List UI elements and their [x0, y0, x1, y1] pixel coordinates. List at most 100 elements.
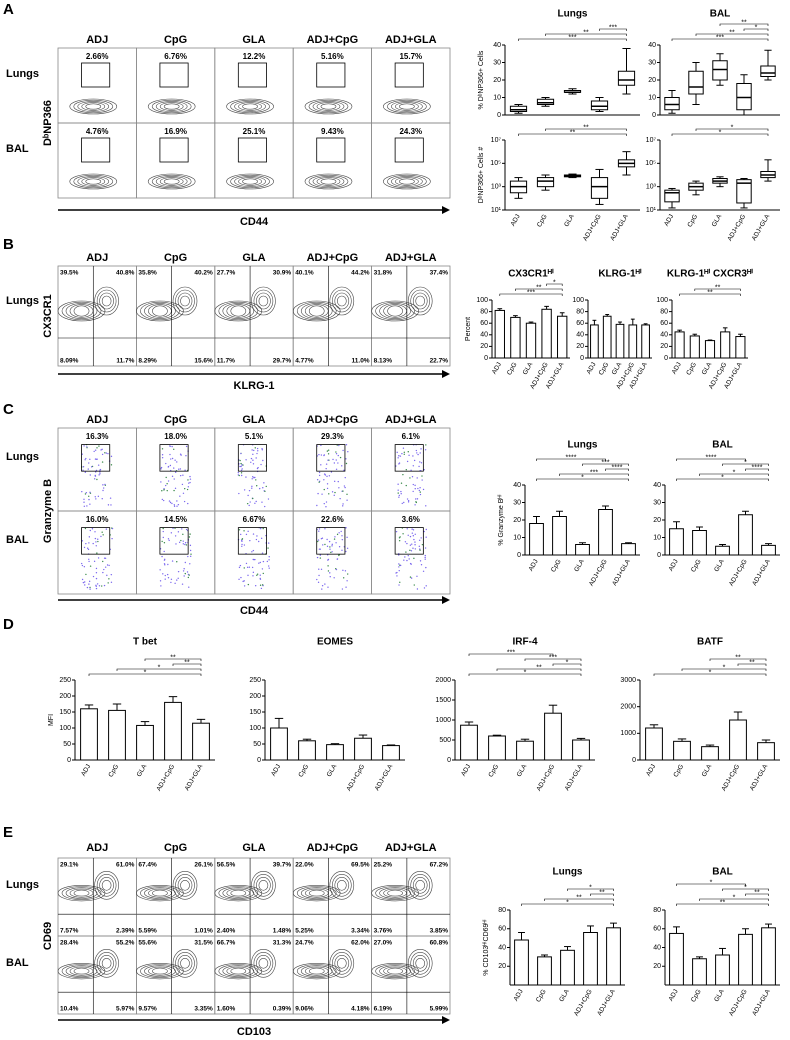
quadrant-percent: 22.7%: [430, 358, 449, 365]
chart-title: EOMES: [317, 637, 353, 648]
significance-label: *: [553, 279, 556, 286]
event-dot: [256, 452, 258, 455]
contour: [65, 887, 98, 899]
y-tick-label: 0: [664, 355, 668, 362]
quadrant-percent: 4.18%: [351, 1006, 370, 1013]
event-dot: [424, 558, 426, 560]
event-dot: [90, 466, 93, 468]
contour: [292, 300, 341, 322]
x-tick-label: ADJ: [671, 361, 683, 375]
quadrant-percent: 6.19%: [374, 1006, 393, 1013]
event-dot: [186, 571, 189, 573]
row-label: BAL: [6, 957, 29, 969]
y-tick-label: 0: [580, 355, 584, 362]
contour: [379, 887, 411, 899]
contour: [61, 886, 102, 900]
event-dot: [88, 560, 90, 563]
bar: [715, 545, 730, 556]
chart-title: T bet: [133, 637, 158, 648]
event-dot: [252, 549, 255, 552]
event-dot: [182, 474, 184, 476]
event-dot: [162, 536, 164, 539]
contour: [329, 870, 355, 900]
bar: [575, 544, 590, 556]
event-dot: [262, 487, 264, 489]
contour: [152, 305, 168, 317]
event-dot: [268, 567, 270, 569]
event-dot: [81, 453, 83, 455]
event-dot: [424, 554, 426, 557]
column-header: GLA: [242, 34, 265, 46]
event-dot: [85, 573, 87, 576]
event-dot: [188, 574, 190, 576]
event-dot: [320, 464, 322, 466]
event-dot: [259, 577, 261, 580]
event-dot: [171, 560, 174, 562]
contour: [214, 300, 263, 322]
bar: [602, 315, 612, 359]
panel-letter: E: [3, 824, 13, 841]
event-dot: [85, 457, 87, 460]
bar: [544, 712, 562, 761]
event-dot: [327, 565, 329, 567]
bar: [621, 543, 636, 556]
y-axis-label: % DᵇNP366+ Cells: [478, 50, 485, 109]
arrow-head: [442, 370, 450, 378]
event-dot: [111, 537, 113, 540]
event-dot: [187, 486, 190, 488]
event-dot: [189, 475, 191, 478]
event-dot: [161, 448, 164, 450]
event-dot: [164, 484, 167, 487]
event-dot: [262, 527, 264, 530]
y-axis-label: DᵇNP366+ Cells #: [478, 147, 485, 204]
event-dot: [163, 488, 165, 490]
significance-label: ***: [568, 34, 576, 41]
event-dot: [258, 487, 261, 490]
event-dot: [345, 462, 348, 465]
contour: [312, 101, 345, 112]
event-dot: [321, 584, 324, 587]
contour: [253, 873, 274, 897]
event-dot: [421, 543, 424, 546]
event-dot: [94, 531, 96, 533]
quadrant-percent: 1.01%: [194, 928, 213, 935]
chart-title: Lungs: [558, 9, 588, 20]
event-dot: [179, 468, 182, 470]
contour: [312, 176, 345, 187]
event-dot: [338, 487, 340, 489]
event-dot: [96, 478, 98, 481]
gate-percent: 4.76%: [86, 127, 109, 136]
event-dot: [405, 484, 407, 487]
event-dot: [187, 576, 190, 579]
y-tick-label: 200: [249, 693, 261, 700]
event-dot: [317, 492, 319, 495]
gate: [159, 137, 189, 163]
y-tick-label: 20: [498, 963, 506, 970]
event-dot: [260, 587, 263, 590]
contour: [175, 873, 195, 897]
event-dot: [415, 449, 418, 452]
y-axis-label: CD69: [42, 922, 54, 950]
event-dot: [264, 490, 266, 493]
event-dot: [424, 556, 426, 559]
contour: [383, 98, 431, 115]
gate: [81, 444, 111, 472]
event-dot: [334, 536, 336, 538]
box: [590, 100, 609, 111]
contour: [148, 304, 172, 318]
bar: [729, 719, 747, 761]
event-dot: [318, 528, 321, 530]
contour: [379, 303, 411, 319]
contour: [175, 951, 195, 975]
panel-letter: A: [3, 1, 14, 18]
gate: [394, 444, 424, 472]
quadrant-percent: 22.0%: [295, 862, 314, 869]
gate: [81, 62, 111, 88]
contour: [320, 178, 337, 185]
significance-label: **: [754, 889, 760, 896]
gate-percent: 25.1%: [243, 127, 266, 136]
event-dot: [185, 455, 187, 457]
y-tick-label: 40: [576, 332, 584, 339]
event-dot: [84, 471, 87, 473]
contour: [256, 954, 271, 972]
